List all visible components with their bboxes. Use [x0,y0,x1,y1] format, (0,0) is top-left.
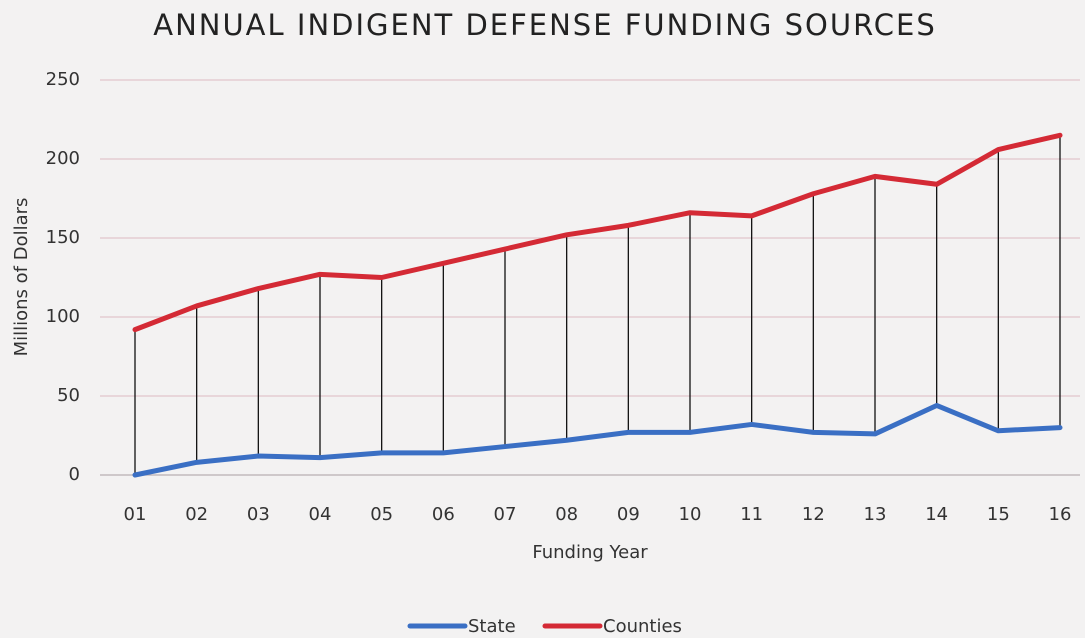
x-tick-label: 06 [432,504,455,525]
x-tick-label: 12 [802,504,825,525]
x-tick-label: 13 [864,504,887,525]
y-tick-label: 150 [46,227,80,248]
y-axis-label: Millions of Dollars [11,198,32,357]
x-tick-label: 08 [555,504,578,525]
legend-label: Counties [603,616,682,637]
y-tick-label: 200 [46,148,80,169]
x-tick-label: 04 [309,504,332,525]
y-tick-label: 100 [46,306,80,327]
x-tick-label: 16 [1049,504,1072,525]
x-tick-label: 02 [185,504,208,525]
y-tick-label: 50 [57,385,80,406]
y-tick-label: 250 [46,69,80,90]
x-tick-label: 10 [679,504,702,525]
series-line [132,402,1063,478]
series-line [132,132,1063,333]
x-tick-label: 07 [494,504,517,525]
x-tick-label: 15 [987,504,1010,525]
x-tick-label: 14 [925,504,948,525]
x-axis-label: Funding Year [532,542,648,563]
legend-label: State [468,616,516,637]
x-tick-label: 09 [617,504,640,525]
x-tick-label: 11 [740,504,763,525]
chart-title: ANNUAL INDIGENT DEFENSE FUNDING SOURCES [153,8,937,42]
x-tick-label: 05 [370,504,393,525]
x-tick-label: 03 [247,504,270,525]
y-tick-label: 0 [69,464,80,485]
x-tick-label: 01 [124,504,147,525]
